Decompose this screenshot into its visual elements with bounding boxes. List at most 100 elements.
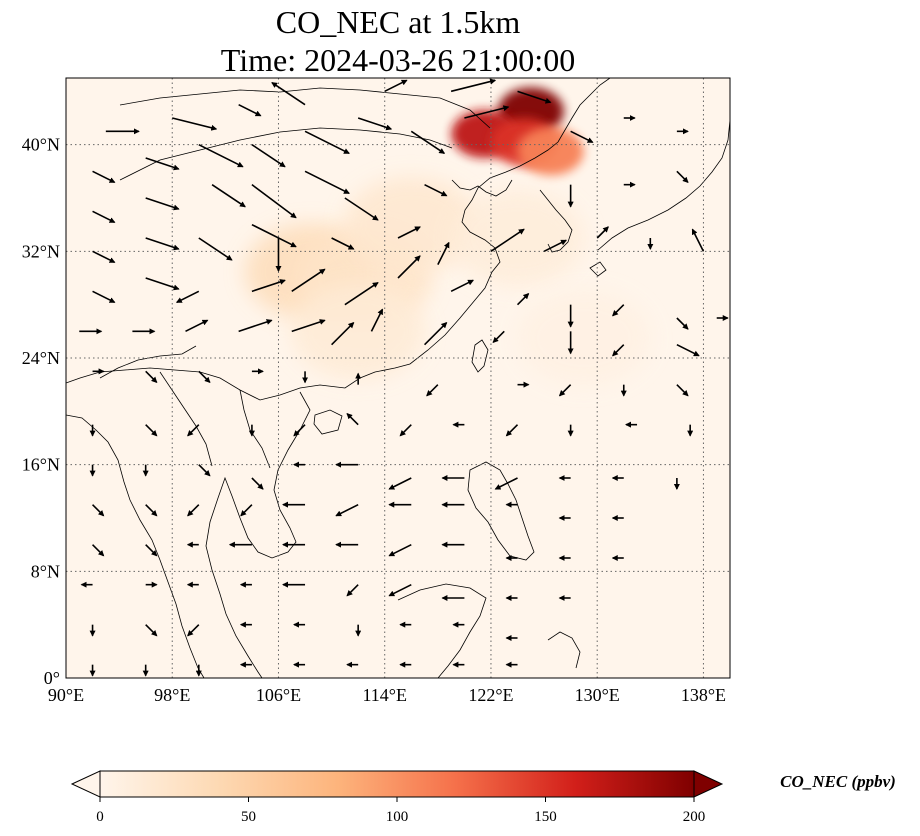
lon-tick-label: 106°E [256,685,301,705]
wind-vector [145,544,158,557]
plume-blob [517,127,584,176]
lon-tick-label: 138°E [681,685,726,705]
wind-vector [92,250,116,264]
wind-vector [370,308,384,332]
lon-tick-label: 90°E [48,685,84,705]
wind-vector [291,268,326,292]
wind-vector [251,279,286,293]
border-1 [99,345,197,379]
plume-blob [290,283,426,380]
lon-axis: 90°E 98°E 106°E 114°E 122°E 130°E 138°E [48,685,726,705]
wind-vector [596,226,609,239]
lat-axis: 0° 8°N 16°N 24°N 32°N 40°N [22,135,60,688]
wind-vector [187,624,200,637]
wind-vector [558,384,572,397]
coastline-burma [66,414,205,678]
wind-vector [198,464,211,477]
wind-vector [676,384,689,397]
wind-vector [198,370,211,384]
wind-vector [505,424,519,437]
wind-vector [175,290,200,304]
wind-vector [346,584,359,597]
wind-vector [676,170,689,184]
coastline-indochina [205,391,311,678]
colorbar-lower-extension [70,770,101,798]
lat-tick-label: 40°N [22,135,60,155]
wind-vector [145,370,158,384]
border-mongolia-north [119,87,491,129]
wind-vector [238,319,273,333]
wind-vector [91,504,105,517]
wind-vector [172,117,218,131]
wind-vector [437,241,450,266]
wind-vector [251,477,264,490]
lat-tick-label: 0° [44,668,60,688]
wind-vector [198,143,244,168]
wind-vector [335,503,359,517]
coastlines [66,78,730,678]
lon-tick-label: 130°E [575,685,620,705]
wind-vector [691,228,705,252]
wind-vector [517,90,552,104]
wind-vector [543,239,567,253]
wind-vector [187,424,200,437]
colorbar: 0 50 100 150 200 CO_NEC (ppbv) [70,770,896,825]
wind-vector [676,317,689,330]
wind-vector [388,543,412,557]
lat-tick-label: 8°N [31,561,60,581]
wind-vector [331,321,355,346]
wind-vector [145,237,180,251]
border-3 [239,389,271,469]
wind-vector [344,282,379,306]
wind-vector [211,184,246,208]
coastline-sulawesi [547,631,581,669]
wind-vector [145,277,180,291]
border-mongolia-south [119,127,453,181]
coastline-japan [597,119,730,251]
wind-vector [346,412,359,426]
wind-vector [426,384,439,397]
wind-vector [464,105,510,119]
wind-vector [291,319,326,333]
wind-vector [424,183,448,197]
colorbar-label: CO_NEC (ppbv) [780,772,896,791]
wind-vector [516,292,530,306]
lon-tick-label: 98°E [154,685,190,705]
map-frame [65,77,731,679]
lat-tick-label: 24°N [22,348,60,368]
wind-vector [92,290,116,304]
wind-vector [399,424,412,437]
map-subtitle-time: Time: 2024-03-26 21:00:00 [220,42,576,78]
wind-vector [198,237,233,261]
map-title: CO_NEC at 1.5km [275,4,521,40]
wind-vector [145,197,180,211]
plume-blob [450,190,585,286]
coastline-kyushu [589,261,607,277]
wind-vector [676,343,700,357]
coastline-taiwan [471,339,489,373]
wind-vector [397,226,421,239]
wind-vector [494,477,518,490]
wind-vector [304,170,350,195]
lon-tick-label: 114°E [362,685,407,705]
plume-blob [344,176,479,273]
colorbar-tick-label: 0 [96,809,104,825]
wind-vector [251,144,286,168]
wind-vector [357,117,393,131]
wind-vector [331,237,355,250]
wind-vector [240,504,253,517]
lon-tick-label: 122°E [468,685,513,705]
wind-vector [91,544,105,557]
border-2 [159,371,213,467]
wind-vector [570,130,594,144]
concentration-field [66,78,730,678]
wind-vector [92,170,116,184]
wind-vector [145,424,158,437]
coastline-hainan [313,409,343,435]
wind-vector [612,304,625,317]
wind-vector [271,82,306,106]
wind-vector [410,130,446,154]
colorbar-ticks: 0 50 100 150 200 [96,797,705,825]
wind-vector [92,210,116,224]
coastline-korea [539,189,573,253]
